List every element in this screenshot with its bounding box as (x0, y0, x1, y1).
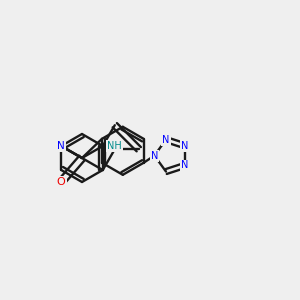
Text: N: N (151, 151, 158, 160)
Text: N: N (162, 135, 170, 145)
Text: N: N (57, 141, 65, 151)
Text: O: O (57, 177, 66, 187)
Text: N: N (181, 141, 188, 151)
Text: N: N (181, 160, 188, 170)
Text: NH: NH (107, 141, 122, 151)
